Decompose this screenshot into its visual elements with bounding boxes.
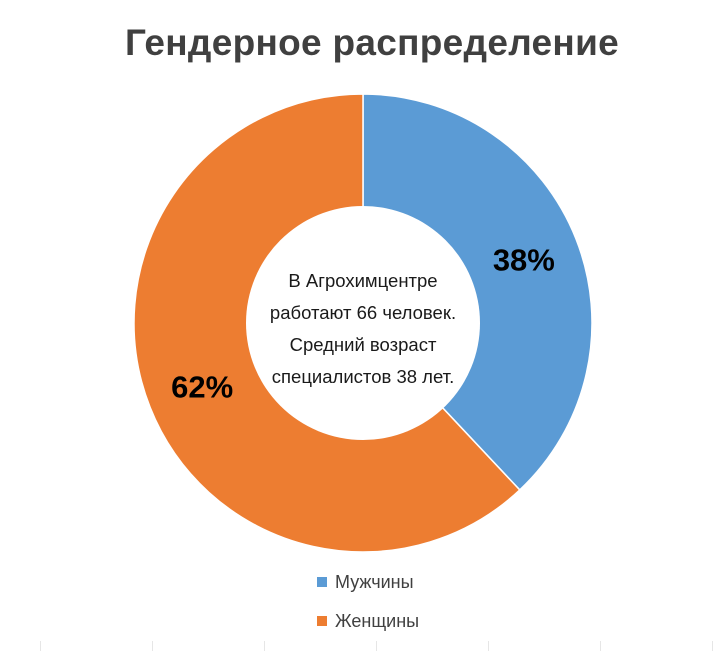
legend-item-men: Мужчины [317,571,419,593]
pct-label-women: 62% [171,370,233,405]
center-text-line: специалистов 38 лет. [272,366,454,387]
legend-label-men: Мужчины [335,571,414,592]
chart-title: Гендерное распределение [124,22,619,63]
center-text-line: В Агрохимцентре [288,270,437,291]
legend-swatch-men [317,577,327,587]
donut-hole [246,206,480,440]
legend-label-women: Женщины [335,610,420,631]
pct-label-men: 38% [493,242,555,277]
legend: Мужчины Женщины [317,571,419,649]
slice-men [362,93,593,491]
legend-item-women: Женщины [317,610,419,632]
legend-swatch-women [317,616,327,626]
center-text-line: работают 66 человек. [270,302,456,323]
center-text-line: Средний возраст [290,334,437,355]
bottom-gridline-ticks [0,641,720,651]
